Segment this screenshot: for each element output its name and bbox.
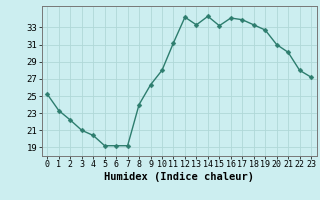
X-axis label: Humidex (Indice chaleur): Humidex (Indice chaleur) [104, 172, 254, 182]
